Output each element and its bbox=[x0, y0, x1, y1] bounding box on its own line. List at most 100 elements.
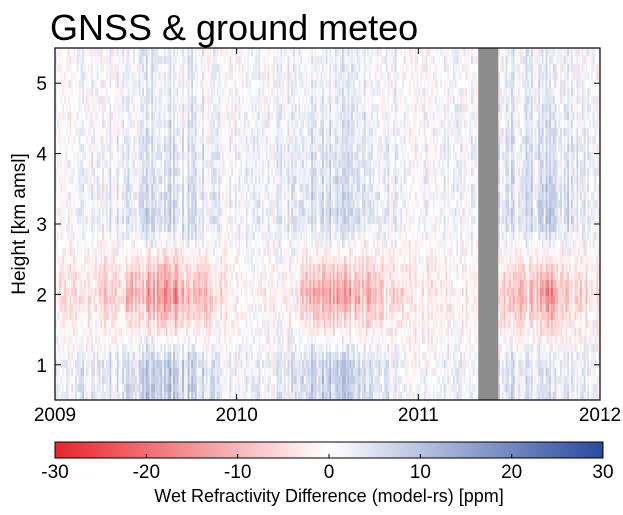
heatmap-cell bbox=[113, 296, 116, 305]
heatmap-cell bbox=[87, 120, 90, 129]
heatmap-cell bbox=[127, 312, 130, 321]
heatmap-cell bbox=[96, 112, 99, 121]
heatmap-cell bbox=[140, 160, 143, 169]
heatmap-cell bbox=[105, 192, 109, 201]
heatmap-cell bbox=[134, 256, 138, 265]
heatmap-cell bbox=[116, 296, 119, 305]
heatmap-cell bbox=[89, 104, 92, 113]
heatmap-cell bbox=[136, 104, 139, 113]
heatmap-cell bbox=[109, 112, 112, 121]
heatmap-cell bbox=[127, 320, 130, 329]
heatmap-cell bbox=[64, 200, 67, 209]
heatmap-cell bbox=[104, 328, 107, 337]
heatmap-cell bbox=[124, 320, 127, 329]
heatmap-cell bbox=[91, 272, 94, 281]
heatmap-cell bbox=[114, 392, 118, 400]
heatmap-cell bbox=[122, 200, 125, 209]
heatmap-cell bbox=[144, 128, 147, 137]
heatmap-cell bbox=[109, 144, 112, 153]
heatmap-cell bbox=[100, 168, 103, 177]
heatmap-cell bbox=[107, 376, 110, 385]
heatmap-cell bbox=[102, 344, 105, 353]
heatmap-cell bbox=[149, 392, 152, 400]
heatmap-cell bbox=[80, 160, 83, 169]
heatmap-cell bbox=[124, 104, 127, 113]
heatmap-cell bbox=[62, 272, 65, 281]
heatmap-cell bbox=[107, 320, 110, 329]
heatmap-cell bbox=[76, 152, 80, 161]
heatmap-cell bbox=[145, 80, 149, 89]
heatmap-cell bbox=[62, 152, 65, 161]
heatmap-cell bbox=[100, 184, 103, 193]
heatmap-cell bbox=[133, 352, 136, 361]
heatmap-cell bbox=[89, 344, 92, 353]
heatmap-cell bbox=[104, 80, 107, 89]
heatmap-cell bbox=[67, 136, 70, 145]
heatmap-cell bbox=[129, 192, 132, 201]
heatmap-cell bbox=[127, 128, 130, 137]
heatmap-cell bbox=[74, 384, 78, 393]
heatmap-cell bbox=[107, 136, 110, 145]
heatmap-cell bbox=[84, 112, 87, 121]
heatmap-cell bbox=[85, 72, 89, 81]
heatmap-cell bbox=[89, 264, 92, 273]
heatmap-cell bbox=[94, 328, 98, 337]
heatmap-cell bbox=[147, 56, 150, 65]
heatmap-cell bbox=[116, 392, 119, 400]
heatmap-cell bbox=[93, 328, 96, 337]
heatmap-cell bbox=[85, 184, 89, 193]
heatmap-cell bbox=[62, 160, 65, 169]
heatmap-cell bbox=[116, 120, 119, 129]
heatmap-cell bbox=[76, 328, 80, 337]
heatmap-cell bbox=[85, 216, 89, 225]
heatmap-cell bbox=[142, 392, 145, 400]
heatmap-cell bbox=[114, 96, 118, 105]
heatmap-cell bbox=[74, 216, 78, 225]
heatmap-cell bbox=[64, 192, 67, 201]
heatmap-cell bbox=[140, 384, 143, 393]
heatmap-cell bbox=[105, 360, 109, 369]
heatmap-cell bbox=[98, 88, 101, 97]
heatmap-cell bbox=[74, 192, 78, 201]
heatmap-cell bbox=[127, 336, 130, 345]
heatmap-cell bbox=[104, 144, 107, 153]
heatmap-cell bbox=[124, 336, 127, 345]
heatmap-cell bbox=[151, 192, 154, 201]
heatmap-cell bbox=[109, 264, 112, 273]
heatmap-cell bbox=[124, 72, 127, 81]
heatmap-cell bbox=[142, 232, 145, 241]
heatmap-cell bbox=[102, 256, 105, 265]
heatmap-cell bbox=[113, 288, 116, 297]
heatmap-cell bbox=[96, 344, 99, 353]
heatmap-cell bbox=[142, 256, 145, 265]
heatmap-cell bbox=[96, 224, 99, 233]
heatmap-cell bbox=[127, 256, 130, 265]
heatmap-cell bbox=[96, 208, 99, 217]
heatmap-cell bbox=[80, 352, 83, 361]
heatmap-cell bbox=[120, 272, 123, 281]
heatmap-cell bbox=[64, 208, 67, 217]
heatmap-cell bbox=[149, 312, 152, 321]
heatmap-cell bbox=[144, 280, 147, 289]
heatmap-cell bbox=[129, 184, 132, 193]
heatmap-cell bbox=[74, 80, 78, 89]
heatmap-cell bbox=[62, 344, 65, 353]
heatmap-cell bbox=[62, 336, 65, 345]
heatmap-cell bbox=[80, 48, 83, 57]
heatmap-cell bbox=[80, 280, 83, 289]
heatmap-cell bbox=[129, 72, 132, 81]
heatmap-cell bbox=[85, 160, 89, 169]
heatmap-cell bbox=[136, 360, 139, 369]
heatmap-cell bbox=[131, 232, 134, 241]
heatmap-cell bbox=[94, 368, 98, 377]
heatmap-cell bbox=[107, 144, 110, 153]
heatmap-cell bbox=[124, 264, 127, 273]
heatmap-cell bbox=[80, 56, 83, 65]
heatmap-cell bbox=[129, 272, 132, 281]
heatmap-cell bbox=[129, 200, 132, 209]
heatmap-cell bbox=[136, 344, 139, 353]
heatmap-cell bbox=[69, 384, 72, 393]
heatmap-cell bbox=[78, 280, 81, 289]
heatmap-cell bbox=[125, 200, 129, 209]
heatmap-cell bbox=[87, 88, 90, 97]
